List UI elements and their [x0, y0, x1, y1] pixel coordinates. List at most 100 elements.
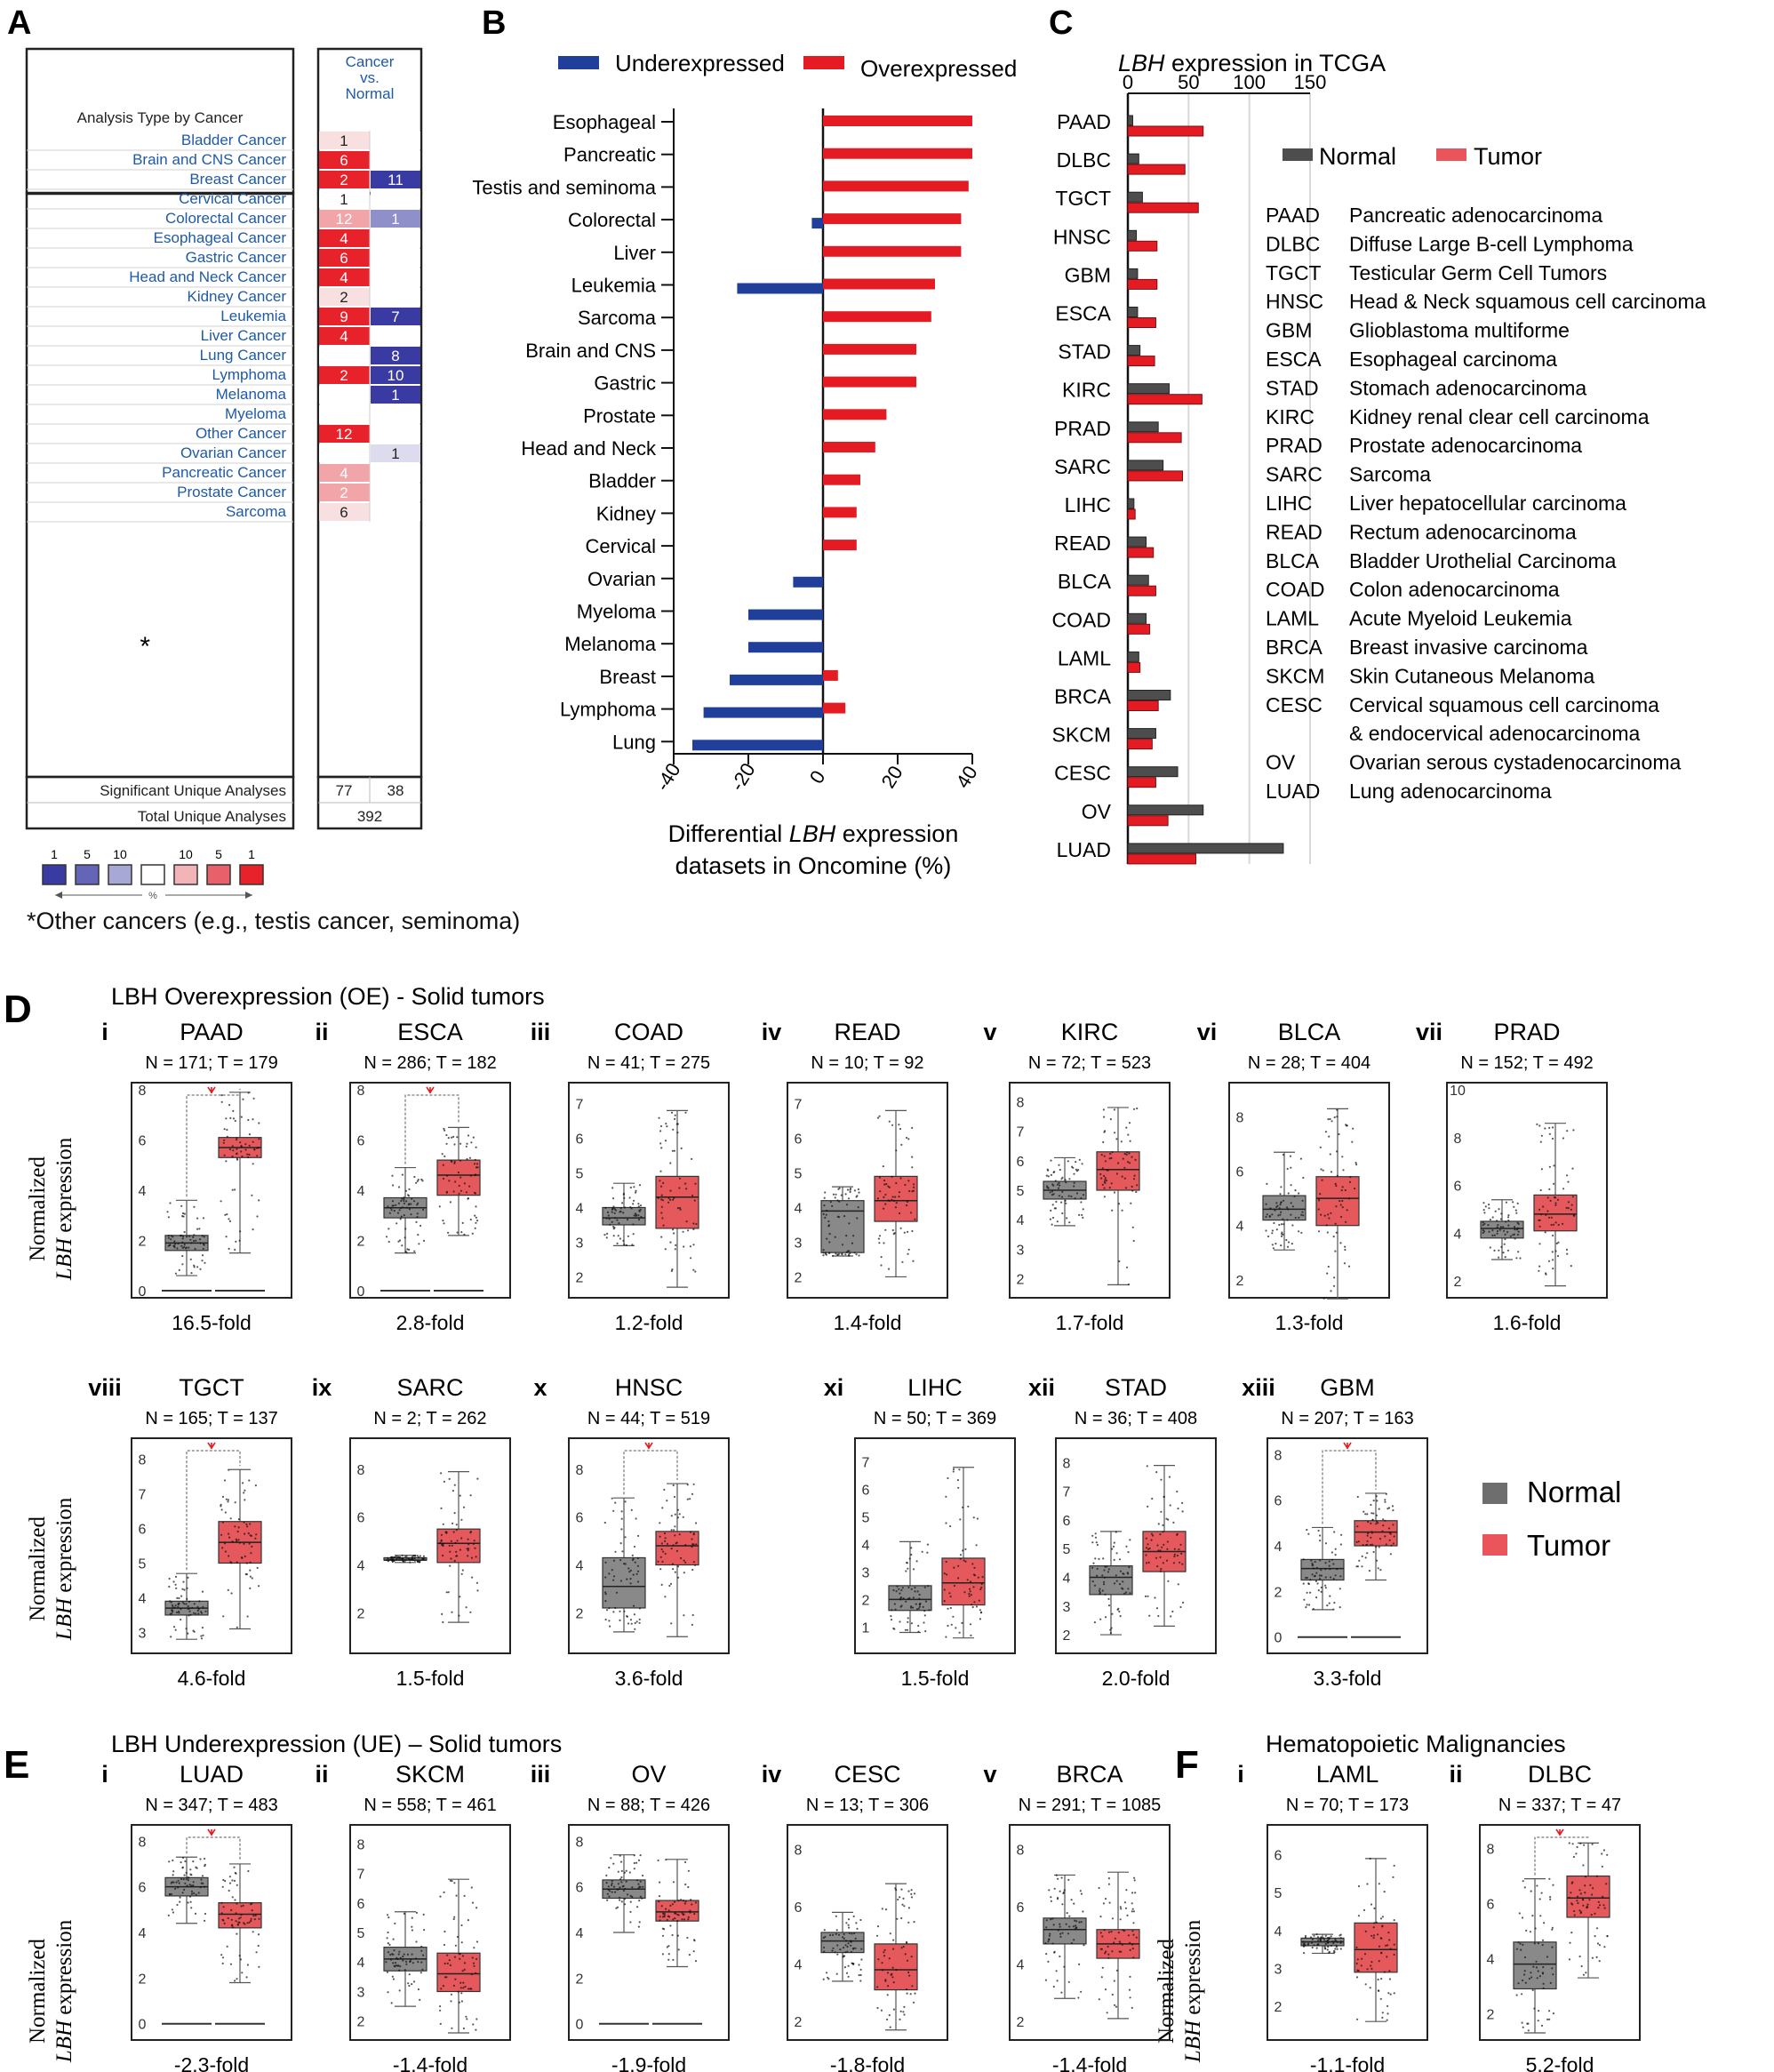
- summary-total-label: Total Unique Analyses: [138, 808, 286, 825]
- downregulated-cell: [371, 425, 420, 443]
- downregulated-cell: [371, 210, 420, 228]
- significance-bracket: [186, 1836, 241, 1860]
- downregulated-cell: [371, 405, 420, 423]
- legend-swatch-5: [206, 864, 231, 885]
- cancer-name: Other Cancer: [196, 425, 286, 442]
- plot-title: KIRC: [1061, 1019, 1119, 1045]
- upregulated-count: 6: [340, 250, 348, 267]
- category-label-gastric: Gastric: [594, 372, 656, 395]
- plot-numeral: iv: [762, 1019, 782, 1045]
- upregulated-count: 4: [340, 465, 348, 482]
- x-axis-title-pre: Differential: [668, 820, 789, 847]
- bar-normal-blca: [1127, 574, 1149, 586]
- y-tick-label-4: 6: [357, 1897, 365, 1912]
- upregulated-count: 12: [336, 426, 353, 443]
- bar-overexpressed-sarcoma: [823, 311, 931, 323]
- bar-underexpressed-leukemia: [737, 283, 823, 294]
- category-label-cervical: Cervical: [586, 535, 656, 557]
- abbreviation-code-esca: ESCA: [1266, 348, 1322, 371]
- legend-label-4: 5: [215, 847, 222, 861]
- downregulated-cell: [371, 386, 420, 404]
- downregulated-cell: [371, 327, 420, 345]
- significance-star: [207, 1828, 216, 1836]
- panel-b-oncomine-bars: Underexpressed Overexpressed Esophageal Pan…: [472, 50, 1017, 879]
- cancer-row-colorectal-cancer: Colorectal Cancer 12 1: [27, 209, 420, 229]
- y-tick-label-1: 3: [1063, 1600, 1071, 1615]
- abbreviation-name-tgct: Testicular Germ Cell Tumors: [1349, 261, 1607, 284]
- y-tick-label-6: 8: [1017, 1095, 1025, 1110]
- chart-title: LBH expression in TCGA: [1118, 50, 1386, 76]
- legend-label-normal: Normal: [1527, 1476, 1621, 1508]
- boxplot-lihc: xi LIHC N = 50; T = 369 1 2 3 4 5 6 7 1.5-fold: [824, 1374, 1016, 1690]
- tumor-box: [941, 1557, 986, 1606]
- other-cancer-asterisk: *: [140, 632, 150, 661]
- y-tick-label-3: 5: [795, 1167, 803, 1182]
- category-label-ov: OV: [1082, 800, 1112, 823]
- bar-underexpressed-breast: [730, 674, 823, 685]
- downregulated-cell: [371, 308, 420, 325]
- y-tick-label-0: 2: [1487, 2007, 1495, 2022]
- plot-numeral: ix: [312, 1374, 332, 1401]
- y-axis-title-rest: expression: [52, 1497, 76, 1598]
- plot-frame: [1479, 1824, 1641, 2041]
- plot-title: GBM: [1320, 1374, 1375, 1401]
- plot-numeral: xii: [1028, 1374, 1055, 1401]
- fold-change-label: 1.3-fold: [1275, 1311, 1344, 1334]
- boxplot-prad: vii PRAD N = 152; T = 492 2 4 6 8 10 1.6-fold: [1416, 1019, 1608, 1334]
- downregulated-cell: [371, 288, 420, 306]
- tumor-jitter-points: [943, 1468, 984, 1638]
- cancer-row-bladder-cancer: Bladder Cancer 1: [27, 131, 420, 151]
- bar-tumor-read: [1127, 547, 1155, 558]
- downregulated-count: 10: [388, 367, 404, 384]
- downregulated-count: 11: [388, 172, 404, 188]
- plot-title: ESCA: [397, 1019, 463, 1045]
- plot-title: BRCA: [1056, 1761, 1123, 1788]
- y-tick-label-4: 5: [862, 1510, 870, 1525]
- legend-swatch-2: [108, 864, 132, 885]
- plot-sample-sizes: N = 291; T = 1085: [1019, 1796, 1162, 1815]
- legend-swatch-1: [75, 864, 100, 885]
- bar-underexpressed-ovarian: [793, 576, 823, 588]
- bar-tumor-stad: [1127, 356, 1155, 367]
- y-tick-label-1: 2: [1275, 1585, 1283, 1600]
- y-tick-label-1: 2: [139, 1972, 147, 1987]
- downregulated-count: 8: [391, 348, 399, 364]
- chart-title-gene: LBH: [1118, 50, 1165, 76]
- y-axis-title-rest: expression: [52, 1919, 76, 2020]
- plot-frame: [787, 1824, 948, 2041]
- y-tick-label-4: 8: [576, 1835, 584, 1850]
- y-tick-label-2: 4: [1063, 1572, 1071, 1587]
- tumor-jitter-points: [220, 1092, 260, 1251]
- y-tick-label-1: 2: [862, 1593, 870, 1608]
- panel-label-c: C: [1049, 4, 1073, 42]
- tumor-jitter-points: [1317, 1108, 1358, 1300]
- color-scale-legend: 1 5 10 10 5 1%: [42, 847, 264, 901]
- cancer-name: Gastric Cancer: [186, 249, 287, 266]
- plot-title: OV: [631, 1761, 666, 1788]
- category-label-cesc: CESC: [1054, 762, 1111, 785]
- boxplot-tgct: viii TGCT N = 165; T = 137 3 4 5 6 7 8 4.6-fold: [88, 1374, 292, 1690]
- bar-tumor-skcm: [1127, 739, 1153, 750]
- cancer-row-brain-and-cns-cancer: Brain and CNS Cancer 6: [27, 150, 420, 171]
- upregulated-cell: [319, 405, 370, 423]
- upregulated-count: 2: [340, 484, 348, 501]
- plot-title: CESC: [834, 1761, 900, 1788]
- y-tick-label-2: 4: [1275, 1924, 1283, 1940]
- category-label-skcm: SKCM: [1052, 724, 1111, 747]
- plot-frame: [349, 1824, 511, 2041]
- legend-label-0: 1: [51, 847, 58, 861]
- cancer-name: Lymphoma: [212, 366, 287, 383]
- cancer-name: Myeloma: [225, 405, 287, 422]
- upregulated-count: 12: [336, 211, 353, 228]
- plot-frame: [1446, 1082, 1608, 1299]
- bar-tumor-prad: [1127, 432, 1182, 444]
- bar-tumor-tgct: [1127, 202, 1199, 213]
- significance-bracket: [1322, 1450, 1377, 1524]
- plot-frame: [131, 1824, 292, 2041]
- bar-underexpressed-lymphoma: [703, 707, 823, 718]
- legend-swatch-tumor: [1482, 1534, 1507, 1556]
- normal-jitter-points: [385, 1911, 426, 2004]
- tumor-jitter-points: [1568, 1842, 1609, 1976]
- cancer-name: Head and Neck Cancer: [129, 268, 286, 285]
- legend-swatch-normal: [1482, 1483, 1507, 1504]
